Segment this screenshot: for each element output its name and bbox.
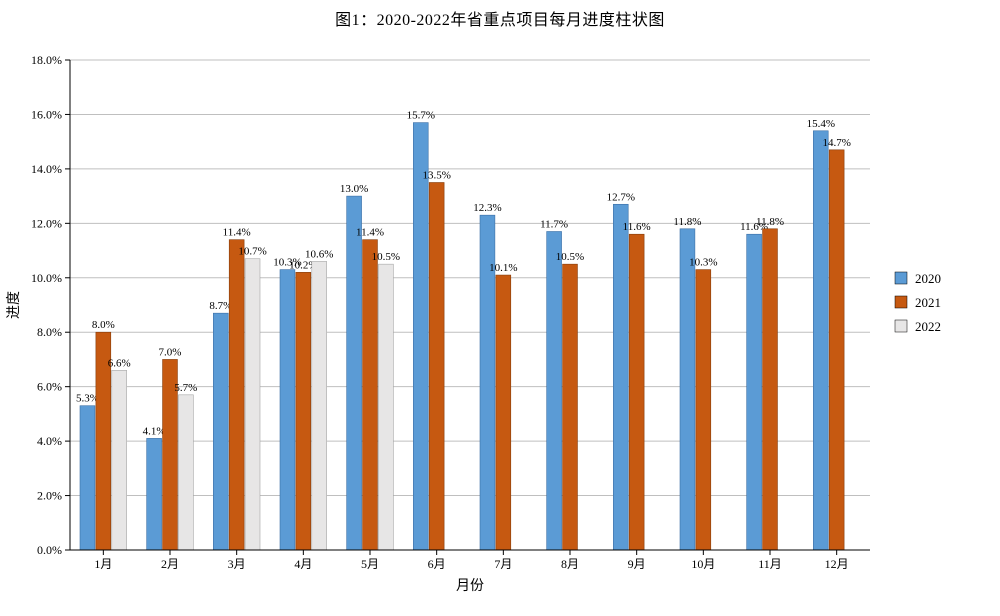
y-tick-label: 14.0% — [31, 162, 62, 176]
x-axis-title: 月份 — [456, 578, 484, 594]
bar-label: 10.5% — [556, 251, 584, 263]
bar-label: 6.6% — [108, 357, 131, 369]
bar-label: 11.7% — [540, 219, 568, 231]
legend-swatch — [895, 296, 907, 308]
bar-2021 — [696, 270, 711, 550]
bar-2022 — [378, 264, 393, 550]
page-root: 图1：2020-2022年省重点项目每月进度柱状图 0.0% 2.0% 4.0% 6.… — [0, 0, 1000, 616]
bar-2020 — [347, 196, 362, 550]
x-tick-label: 2月 — [161, 557, 179, 571]
x-tick-label: 8月 — [561, 557, 579, 571]
bar-2021 — [629, 234, 644, 550]
bar-2020 — [813, 131, 828, 550]
bar-label: 5.7% — [174, 382, 197, 394]
bar-label: 4.1% — [143, 425, 166, 437]
bar-label: 10.7% — [238, 246, 266, 258]
bar-2020 — [747, 234, 762, 550]
chart-title: 图1：2020-2022年省重点项目每月进度柱状图 — [0, 6, 1000, 30]
x-tick-label: 5月 — [361, 557, 379, 571]
legend-label: 2021 — [915, 295, 941, 310]
y-tick-label: 10.0% — [31, 271, 62, 285]
x-tick-label: 10月 — [691, 557, 715, 571]
bar-label: 8.0% — [92, 319, 115, 331]
bar-label: 10.5% — [372, 251, 400, 263]
bar-2021 — [763, 229, 778, 550]
y-tick-label: 0.0% — [37, 543, 62, 557]
bar-2022 — [178, 395, 193, 550]
bar-2022 — [245, 259, 260, 550]
bar-label: 8.7% — [209, 300, 232, 312]
bar-label: 11.8% — [673, 216, 701, 228]
bar-2020 — [613, 204, 628, 550]
bar-2020 — [413, 123, 428, 550]
bar-2021 — [829, 150, 844, 550]
y-axis-title: 进度 — [6, 291, 22, 319]
bar-label: 11.4% — [356, 227, 384, 239]
bar-label: 7.0% — [159, 346, 182, 358]
bar-2021 — [496, 275, 511, 550]
bar-2020 — [213, 313, 228, 550]
bar-label: 11.4% — [223, 227, 251, 239]
bar-label: 15.7% — [407, 110, 435, 122]
y-tick-label: 16.0% — [31, 107, 62, 121]
x-tick-label: 7月 — [494, 557, 512, 571]
chart-container: 0.0% 2.0% 4.0% 6.0% 8.0% 10.0% 12.0% 14.0% 16.0%… — [0, 40, 1000, 616]
x-tick-label: 12月 — [825, 557, 849, 571]
bar-chart: 0.0% 2.0% 4.0% 6.0% 8.0% 10.0% 12.0% 14.0% 16.0%… — [0, 40, 1000, 616]
x-tick-label: 6月 — [428, 557, 446, 571]
bar-label: 11.6% — [623, 221, 651, 233]
bar-2020 — [680, 229, 695, 550]
bar-label: 15.4% — [807, 118, 835, 130]
bar-2020 — [547, 232, 562, 551]
y-tick-label: 8.0% — [37, 325, 62, 339]
bar-label: 10.3% — [689, 257, 717, 269]
bar-label: 12.3% — [473, 202, 501, 214]
bar-label: 13.0% — [340, 183, 368, 195]
y-tick-label: 6.0% — [37, 380, 62, 394]
bar-label: 5.3% — [76, 393, 99, 405]
x-tick-label: 9月 — [628, 557, 646, 571]
bar-2021 — [363, 240, 378, 550]
bar-label: 10.1% — [489, 262, 517, 274]
x-tick-label: 11月 — [758, 557, 782, 571]
bar-2022 — [312, 261, 327, 550]
y-tick-label: 2.0% — [37, 489, 62, 503]
bar-2020 — [280, 270, 295, 550]
bar-2021 — [229, 240, 244, 550]
legend-label: 2022 — [915, 319, 941, 334]
bar-2022 — [112, 370, 127, 550]
bar-2020 — [147, 438, 162, 550]
y-tick-label: 18.0% — [31, 53, 62, 67]
y-tick-label: 12.0% — [31, 216, 62, 230]
bar-label: 10.6% — [305, 248, 333, 260]
bar-label: 11.8% — [756, 216, 784, 228]
bar-2021 — [296, 272, 311, 550]
x-tick-label: 1月 — [94, 557, 112, 571]
bar-2021 — [563, 264, 578, 550]
bar-2021 — [429, 183, 444, 551]
legend-label: 2020 — [915, 271, 941, 286]
legend-swatch — [895, 320, 907, 332]
bar-label: 12.7% — [607, 191, 635, 203]
y-tick-label: 4.0% — [37, 434, 62, 448]
legend-swatch — [895, 272, 907, 284]
bar-label: 14.7% — [822, 137, 850, 149]
x-tick-label: 3月 — [228, 557, 246, 571]
bar-label: 13.5% — [422, 170, 450, 182]
bar-2020 — [80, 406, 95, 550]
x-tick-label: 4月 — [294, 557, 312, 571]
